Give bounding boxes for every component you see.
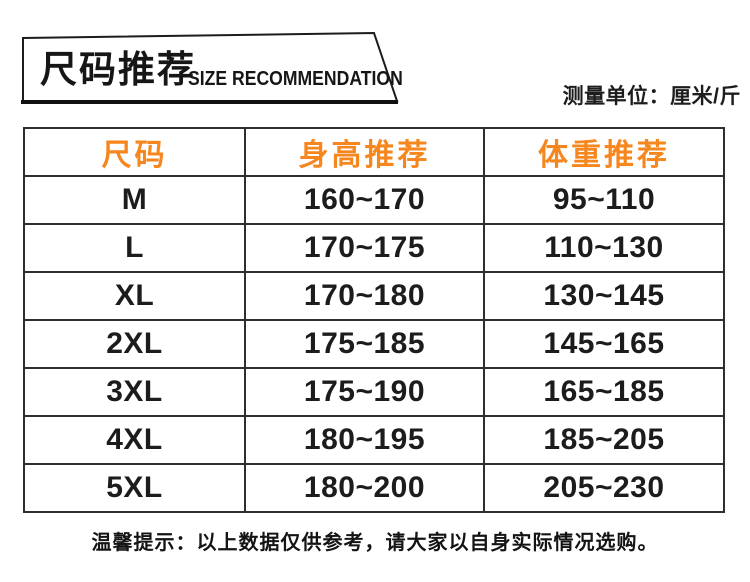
table-row: 4XL 180~195 185~205: [23, 415, 725, 465]
table-row: M 160~170 95~110: [23, 175, 725, 225]
height-cell: 180~200: [244, 463, 485, 513]
column-header-weight: 体重推荐: [483, 127, 725, 177]
height-cell: 170~175: [244, 223, 485, 273]
weight-cell: 145~165: [483, 319, 725, 369]
size-cell: 3XL: [23, 367, 246, 417]
table-row: 3XL 175~190 165~185: [23, 367, 725, 417]
title-banner: 尺码推荐 SIZE RECOMMENDATION: [0, 0, 420, 115]
size-cell: 4XL: [23, 415, 246, 465]
banner-parallelogram-shape: [21, 31, 399, 104]
table-row: L 170~175 110~130: [23, 223, 725, 273]
height-cell: 170~180: [244, 271, 485, 321]
table-row: XL 170~180 130~145: [23, 271, 725, 321]
size-table: 尺码 身高推荐 体重推荐 M 160~170 95~110 L 170~175 …: [23, 127, 725, 513]
weight-cell: 95~110: [483, 175, 725, 225]
height-cell: 175~190: [244, 367, 485, 417]
weight-cell: 185~205: [483, 415, 725, 465]
weight-cell: 130~145: [483, 271, 725, 321]
weight-cell: 165~185: [483, 367, 725, 417]
height-cell: 160~170: [244, 175, 485, 225]
size-cell: L: [23, 223, 246, 273]
table-row: 2XL 175~185 145~165: [23, 319, 725, 369]
size-cell: M: [23, 175, 246, 225]
size-cell: XL: [23, 271, 246, 321]
table-row: 5XL 180~200 205~230: [23, 463, 725, 513]
size-cell: 2XL: [23, 319, 246, 369]
height-cell: 175~185: [244, 319, 485, 369]
weight-cell: 205~230: [483, 463, 725, 513]
footer-tip: 温馨提示：以上数据仅供参考，请大家以自身实际情况选购。: [91, 532, 659, 554]
page-title: 尺码推荐: [40, 49, 196, 90]
size-cell: 5XL: [23, 463, 246, 513]
table-header-row: 尺码 身高推荐 体重推荐: [23, 127, 725, 177]
column-header-height: 身高推荐: [244, 127, 485, 177]
column-header-size: 尺码: [23, 127, 246, 177]
measurement-unit-note: 测量单位：厘米/斤: [562, 85, 741, 108]
weight-cell: 110~130: [483, 223, 725, 273]
height-cell: 180~195: [244, 415, 485, 465]
page-subtitle: SIZE RECOMMENDATION: [188, 68, 403, 90]
